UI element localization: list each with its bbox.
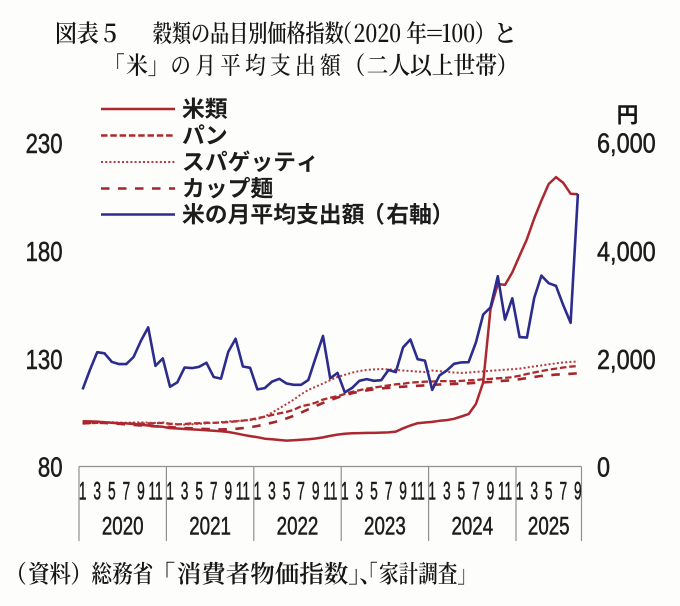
svg-text:2022: 2022: [277, 512, 319, 540]
svg-text:11: 11: [411, 478, 425, 505]
svg-text:3: 3: [443, 478, 451, 505]
svg-text:5: 5: [108, 478, 116, 505]
svg-text:2021: 2021: [189, 512, 231, 540]
svg-text:0: 0: [597, 453, 610, 483]
svg-text:2024: 2024: [451, 512, 493, 540]
svg-text:3: 3: [268, 478, 276, 505]
svg-text:9: 9: [312, 478, 320, 505]
svg-text:9: 9: [487, 478, 495, 505]
svg-text:5: 5: [545, 478, 553, 505]
svg-text:2025: 2025: [528, 512, 570, 540]
svg-text:180: 180: [26, 237, 63, 268]
svg-text:5: 5: [283, 478, 291, 505]
svg-text:1: 1: [516, 478, 524, 505]
svg-text:7: 7: [210, 478, 218, 505]
svg-text:7: 7: [472, 478, 480, 505]
svg-text:7: 7: [123, 478, 131, 505]
svg-text:130: 130: [26, 344, 63, 375]
svg-text:9: 9: [399, 478, 407, 505]
svg-text:1: 1: [428, 478, 436, 505]
svg-text:9: 9: [224, 478, 232, 505]
svg-text:9: 9: [137, 478, 145, 505]
svg-text:3: 3: [356, 478, 364, 505]
svg-text:1: 1: [341, 478, 349, 505]
svg-text:9: 9: [574, 478, 582, 505]
svg-text:4,000: 4,000: [597, 237, 656, 267]
svg-text:1: 1: [79, 478, 87, 505]
svg-text:11: 11: [148, 478, 162, 505]
svg-text:7: 7: [559, 478, 567, 505]
svg-text:6,000: 6,000: [597, 129, 656, 159]
svg-text:7: 7: [385, 478, 393, 505]
svg-text:1: 1: [166, 478, 174, 505]
svg-text:2,000: 2,000: [597, 345, 656, 375]
svg-text:2020: 2020: [102, 512, 144, 540]
svg-text:1: 1: [254, 478, 262, 505]
svg-text:11: 11: [236, 478, 250, 505]
svg-text:3: 3: [93, 478, 101, 505]
svg-text:230: 230: [26, 129, 63, 160]
svg-text:3: 3: [181, 478, 189, 505]
svg-text:5: 5: [458, 478, 466, 505]
svg-text:2023: 2023: [364, 512, 406, 540]
svg-text:5: 5: [195, 478, 203, 505]
svg-text:7: 7: [297, 478, 305, 505]
svg-text:3: 3: [530, 478, 538, 505]
svg-text:11: 11: [498, 478, 512, 505]
svg-text:11: 11: [323, 478, 337, 505]
svg-text:5: 5: [370, 478, 378, 505]
svg-text:80: 80: [38, 452, 63, 483]
